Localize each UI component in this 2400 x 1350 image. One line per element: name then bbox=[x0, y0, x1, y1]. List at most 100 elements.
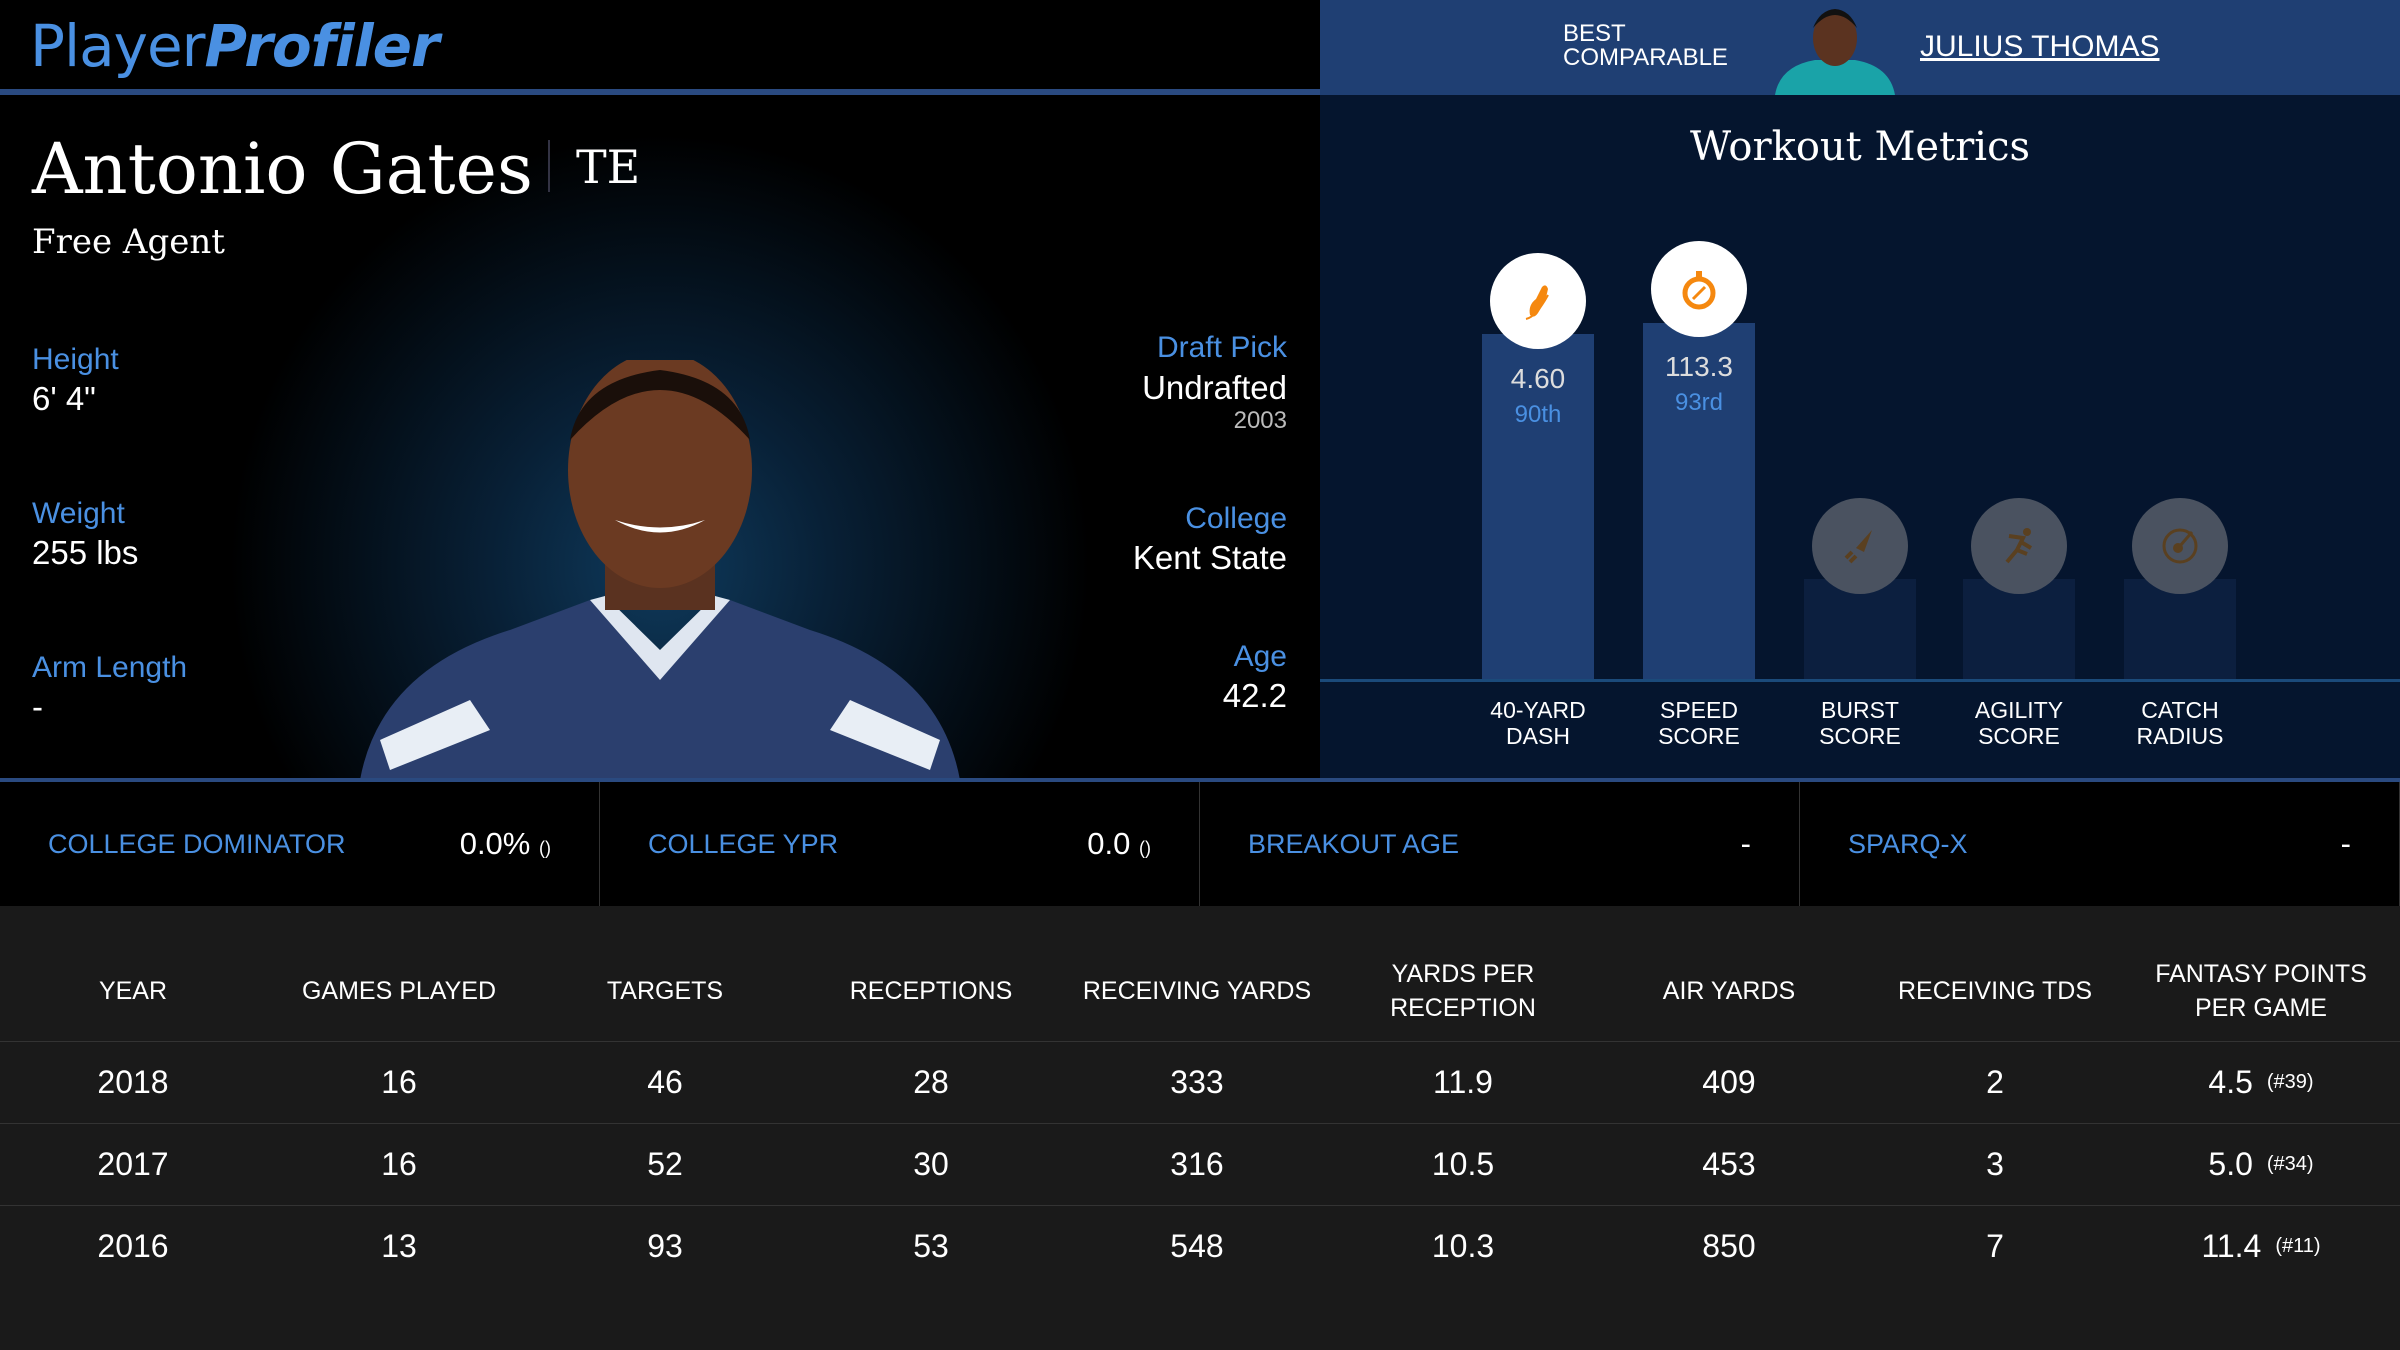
label-line1: BEST bbox=[1563, 20, 1626, 47]
column-header[interactable]: YARDS PER RECEPTION bbox=[1390, 960, 1536, 1022]
table-cell: 53 bbox=[913, 1228, 949, 1264]
table-cell: 333 bbox=[1170, 1064, 1224, 1100]
height-value: 6' 4" bbox=[32, 380, 96, 417]
stat-value: 0.0% bbox=[459, 826, 531, 861]
college-label: College bbox=[1185, 502, 1287, 535]
table-cell: 2017 bbox=[97, 1146, 169, 1182]
fantasy-points: 11.4 bbox=[2201, 1228, 2262, 1264]
college-stat-value: 0.0% () bbox=[460, 826, 551, 862]
college-stat-label: COLLEGE YPR bbox=[648, 828, 839, 859]
metric-label-line2: SCORE bbox=[1978, 723, 2060, 749]
comparable-player-link[interactable]: JULIUS THOMAS bbox=[1920, 30, 2160, 63]
runner-icon bbox=[2005, 528, 2033, 564]
rocket-icon bbox=[1844, 530, 1872, 564]
fantasy-points: 5.0 bbox=[2208, 1146, 2253, 1182]
table-cell: 453 bbox=[1702, 1146, 1756, 1182]
table-cell: 46 bbox=[647, 1064, 683, 1100]
column-header[interactable]: RECEPTIONS bbox=[849, 977, 1013, 1005]
metric-icon-circle bbox=[2132, 498, 2228, 594]
stopwatch-icon bbox=[1682, 271, 1716, 310]
table-cell: 16 bbox=[381, 1064, 417, 1100]
fantasy-points: 4.5 bbox=[2208, 1064, 2253, 1100]
metric-bar bbox=[1963, 579, 2075, 680]
metric-label: AGILITY SCORE bbox=[1939, 697, 2099, 749]
fantasy-rank: (#11) bbox=[2275, 1235, 2321, 1257]
metric-bar bbox=[1804, 579, 1916, 680]
table-cell: 850 bbox=[1702, 1228, 1756, 1264]
metric-value: 113.3 bbox=[1665, 351, 1733, 382]
table-cell: 2 bbox=[1986, 1064, 2004, 1100]
table-cell-fantasy: 11.4 (#11) bbox=[2128, 1206, 2394, 1287]
header-divider bbox=[0, 89, 1320, 95]
column-header[interactable]: GAMES PLAYED bbox=[301, 977, 497, 1005]
fantasy-rank: (#39) bbox=[2266, 1071, 2314, 1093]
metric-label: BURST SCORE bbox=[1780, 697, 1940, 749]
metric-percentile: 93rd bbox=[1674, 389, 1724, 416]
table-cell-fantasy: 4.5 (#39) bbox=[2128, 1042, 2394, 1123]
table-cell: 2016 bbox=[97, 1228, 169, 1264]
player-position: TE bbox=[576, 140, 641, 194]
metric-label-line2: DASH bbox=[1506, 723, 1570, 749]
table-cell: 16 bbox=[381, 1146, 417, 1182]
college-value: Kent State bbox=[1132, 539, 1287, 576]
column-header[interactable]: AIR YARDS bbox=[1662, 977, 1796, 1005]
age-value: 42.2 bbox=[1222, 677, 1287, 714]
metric-label-line1: CATCH bbox=[2141, 697, 2219, 723]
college-stat-label: BREAKOUT AGE bbox=[1248, 828, 1460, 859]
table-cell: 409 bbox=[1702, 1064, 1756, 1100]
table-row: 2016 13 93 53 548 10.3 850 7 11.4 (#11) bbox=[0, 1205, 2400, 1287]
metric-label-line1: BURST bbox=[1821, 697, 1899, 723]
metric-icon-circle bbox=[1651, 241, 1747, 337]
player-name: Antonio Gates bbox=[32, 128, 533, 210]
metric-icon-circle bbox=[1971, 498, 2067, 594]
table-cell: 52 bbox=[647, 1146, 683, 1182]
metric-label-line2: SCORE bbox=[1658, 723, 1740, 749]
metric-percentile: 90th bbox=[1514, 401, 1562, 428]
table-cell: 30 bbox=[913, 1146, 949, 1182]
college-stat: SPARQ-X - bbox=[1800, 782, 2400, 906]
table-cell: 93 bbox=[647, 1228, 683, 1264]
table-row: 2017 16 52 30 316 10.5 453 3 5.0 (#34) bbox=[0, 1123, 2400, 1205]
metric-value: 4.60 bbox=[1510, 363, 1566, 394]
column-header[interactable]: RECEIVING TDS bbox=[1897, 977, 2093, 1005]
stat-rank: () bbox=[1139, 838, 1151, 858]
college-stat-label: SPARQ-X bbox=[1848, 828, 1968, 859]
metric-bar bbox=[1482, 334, 1594, 680]
best-comparable-label: BEST COMPARABLE bbox=[1563, 22, 1728, 70]
logo[interactable]: PlayerProfiler bbox=[30, 12, 440, 80]
college-stat-value: - bbox=[2341, 826, 2351, 862]
stats-table: YEAR GAMES PLAYED TARGETS RECEPTIONS RECEIVI… bbox=[0, 906, 2400, 1350]
college-stat-value: - bbox=[1741, 826, 1751, 862]
player-photo bbox=[360, 360, 960, 780]
name-divider bbox=[548, 140, 550, 192]
table-cell: 2018 bbox=[97, 1064, 169, 1100]
column-header[interactable]: TARGETS bbox=[606, 977, 724, 1005]
column-header[interactable]: RECEIVING YARDS bbox=[1082, 977, 1312, 1005]
table-cell: 548 bbox=[1170, 1228, 1224, 1264]
table-cell: 10.3 bbox=[1431, 1228, 1495, 1264]
table-cell: 7 bbox=[1986, 1228, 2004, 1264]
draft-year: 2003 bbox=[1233, 407, 1287, 434]
metric-label-line2: SCORE bbox=[1819, 723, 1901, 749]
metric-label-line1: 40-YARD bbox=[1490, 697, 1586, 723]
table-row: 2018 16 46 28 333 11.9 409 2 4.5 (#39) bbox=[0, 1041, 2400, 1123]
player-team: Free Agent bbox=[32, 222, 225, 262]
column-header[interactable]: FANTASY POINTS PER GAME bbox=[2155, 960, 2367, 1022]
metric-icon-circle bbox=[1490, 253, 1586, 349]
weight-value: 255 lbs bbox=[32, 534, 139, 571]
draft-value: Undrafted bbox=[1142, 369, 1287, 406]
column-header[interactable]: YEAR bbox=[98, 977, 168, 1005]
metric-label: CATCH RADIUS bbox=[2100, 697, 2260, 749]
college-stat-value: 0.0 () bbox=[1087, 826, 1151, 862]
stat-value: - bbox=[1740, 826, 1751, 861]
label-line2: COMPARABLE bbox=[1563, 44, 1728, 71]
chart-baseline bbox=[1320, 679, 2400, 682]
table-header: YEAR GAMES PLAYED TARGETS RECEPTIONS RECEIVI… bbox=[0, 956, 2400, 1026]
metric-icon-circle bbox=[1812, 498, 1908, 594]
draft-label: Draft Pick bbox=[1156, 331, 1287, 364]
table-cell-fantasy: 5.0 (#34) bbox=[2128, 1124, 2394, 1205]
age-label: Age bbox=[1233, 640, 1287, 673]
stat-value: 0.0 bbox=[1087, 826, 1131, 861]
college-stat: BREAKOUT AGE - bbox=[1200, 782, 1800, 906]
table-cell: 11.9 bbox=[1433, 1064, 1493, 1100]
